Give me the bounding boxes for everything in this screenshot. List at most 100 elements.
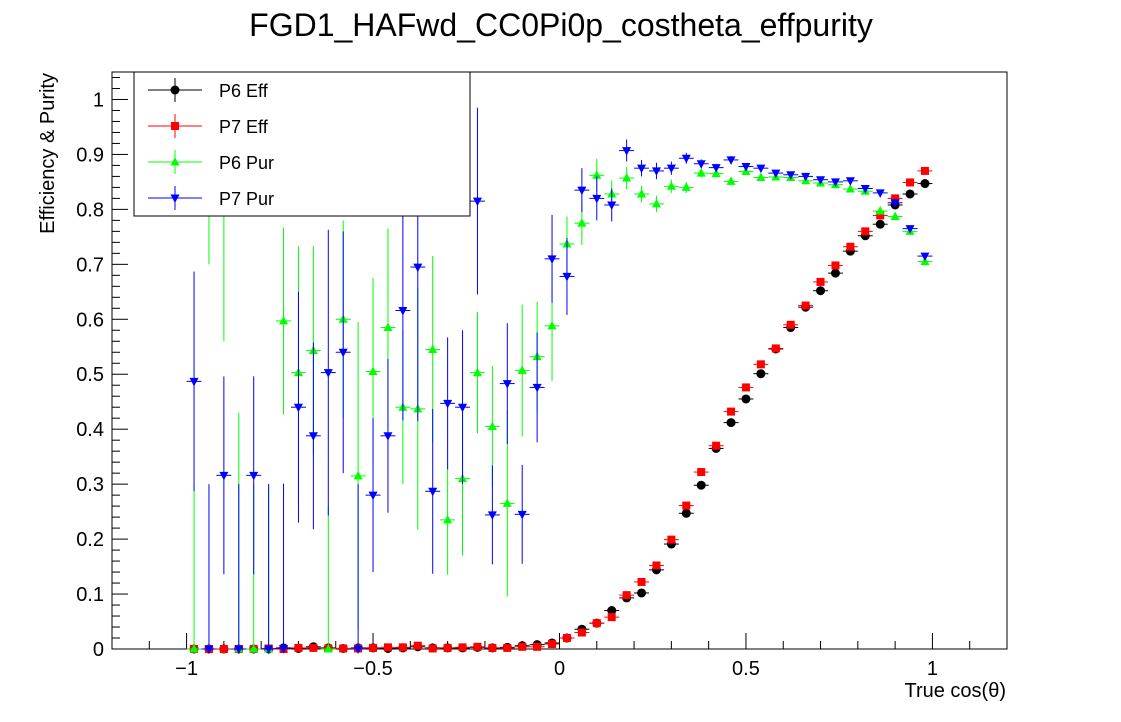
data-point [548,640,557,649]
data-point [488,643,497,652]
data-point [830,268,840,278]
data-point [592,619,601,628]
data-point [353,645,363,654]
data-point [607,606,617,616]
y-tick-label: 0.3 [76,474,104,496]
data-point [413,263,423,273]
legend-box [133,71,471,217]
data-point [786,320,795,329]
data-point [443,399,453,409]
data-point [189,644,199,653]
data-point [428,644,437,653]
data-point [458,403,468,413]
x-tick-label: 1 [927,658,938,680]
data-point [234,645,244,654]
legend-label: P6 Pur [219,153,274,173]
legend-marker [171,122,179,130]
data-point [503,643,512,652]
data-point [831,261,840,270]
data-point [473,642,482,651]
data-point [920,166,929,175]
x-tick-label: −1 [175,658,198,680]
data-point [502,498,512,507]
data-point [637,588,647,598]
y-tick-label: 0.9 [76,144,104,166]
data-point [681,154,691,164]
data-point [890,211,900,221]
data-point [637,164,647,174]
y-tick-label: 0.2 [76,529,104,551]
data-point [443,514,453,524]
data-point [502,380,512,389]
data-point [607,201,617,210]
data-point [383,643,392,652]
data-point [696,480,706,490]
data-point [637,577,646,586]
data-point [905,225,915,234]
legend-entry: P7 Pur [148,186,274,210]
data-point [652,561,661,570]
data-point [726,418,736,428]
data-point [860,184,870,194]
data-point [861,227,870,236]
data-point [308,432,318,441]
legend-label: P7 Eff [219,117,269,137]
data-point [920,252,930,262]
data-point [920,179,930,189]
data-point [547,320,557,330]
data-point [487,421,497,430]
y-tick-label: 0.7 [76,254,104,276]
data-point [353,470,363,480]
data-point [368,491,378,501]
data-point [189,377,199,387]
data-point [816,277,825,286]
data-point [875,219,885,229]
legend-marker [170,85,180,95]
data-point [667,535,676,544]
data-point [682,501,691,510]
y-tick-label: 0.5 [76,364,104,386]
data-point [219,645,228,653]
data-point [711,164,721,173]
data-point [906,178,915,187]
data-point [249,644,259,653]
data-point [249,471,259,481]
data-point [622,147,632,156]
data-point [279,315,289,325]
data-point [517,365,527,374]
data-point [876,211,885,220]
data-point [741,383,750,392]
data-point [875,189,885,198]
data-point [741,163,751,172]
data-point [547,255,557,264]
data-point [413,641,422,650]
data-point [472,367,482,377]
data-point [816,286,826,296]
data-point [651,167,661,176]
legend-entry: P6 Pur [148,150,274,174]
data-point [756,360,765,369]
data-point [786,171,796,180]
data-point [890,199,900,208]
x-tick-label: 0 [554,658,565,680]
legend: P6 Eff P7 Eff P6 Pur P7 Pur [133,71,471,217]
data-point [622,591,631,600]
y-tick-label: 0.6 [76,309,104,331]
legend-marker [170,194,180,203]
data-point [771,344,780,353]
legend-marker [170,157,180,166]
data-point [294,643,303,652]
data-point [816,176,826,185]
data-point [845,177,855,186]
data-point [681,508,691,518]
data-point [577,186,587,196]
data-point [846,242,855,251]
data-point [279,644,289,654]
data-point [592,170,602,179]
data-point [711,168,721,178]
data-point [518,642,527,651]
data-point [443,643,452,652]
data-point [712,441,721,450]
chart-title: FGD1_HAFwd_CC0Pi0p_costheta_effpurity [249,7,873,43]
